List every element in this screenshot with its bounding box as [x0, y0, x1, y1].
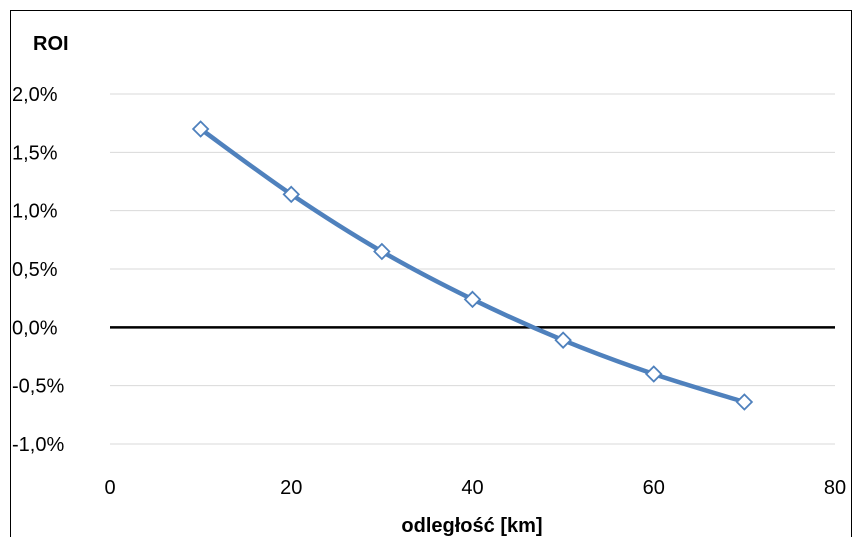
grid-lines	[110, 93, 835, 445]
x-axis-label: odległość [km]	[401, 515, 542, 537]
data-point-marker	[644, 365, 663, 383]
y-axis-label: ROI	[33, 33, 69, 55]
chart-frame	[10, 10, 852, 537]
data-point-marker	[554, 331, 572, 349]
data-point-marker	[463, 290, 482, 309]
x-tick-label: 60	[643, 477, 665, 499]
y-tick-label: -0,5%	[12, 376, 64, 398]
y-tick-label: 1,5%	[12, 142, 58, 164]
y-tick-label: 2,0%	[12, 84, 58, 106]
series-layer	[191, 120, 754, 411]
y-tick-label: 0,0%	[12, 317, 58, 339]
x-tick-label: 20	[280, 477, 302, 499]
y-tick-label: -1,0%	[12, 434, 64, 456]
x-tick-label: 40	[461, 477, 483, 499]
x-tick-label: 80	[824, 477, 846, 499]
y-tick-label: 0,5%	[12, 259, 58, 281]
data-point-marker	[735, 393, 754, 411]
data-point-marker	[191, 120, 210, 138]
series-line	[198, 126, 747, 405]
y-tick-labels: -1,0% -0,5% 0,0% 0,5% 1,0% 1,5% 2,0%	[12, 84, 64, 456]
x-tick-label: 0	[104, 477, 115, 499]
x-tick-labels: 0 20 40 60 80	[104, 477, 846, 499]
data-point-marker	[282, 185, 301, 204]
data-point-marker	[373, 242, 391, 261]
y-tick-label: 1,0%	[12, 201, 58, 223]
